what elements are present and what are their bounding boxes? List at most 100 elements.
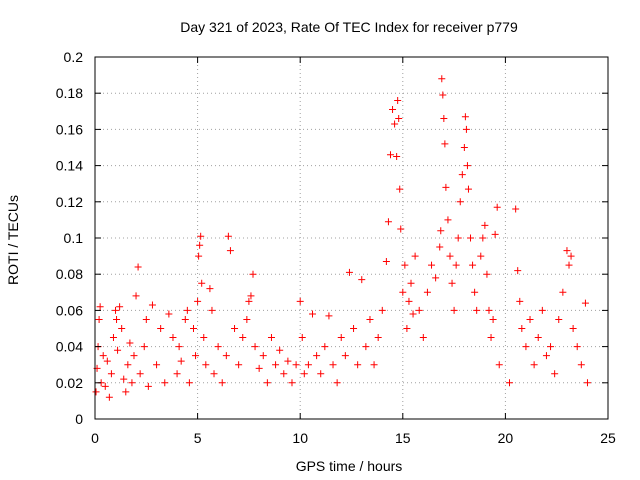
data-point bbox=[296, 297, 304, 305]
data-point bbox=[423, 288, 431, 296]
data-point bbox=[99, 352, 107, 360]
data-point bbox=[245, 297, 253, 305]
x-tick-label: 20 bbox=[498, 430, 514, 446]
data-point bbox=[128, 379, 136, 387]
data-point bbox=[183, 306, 191, 314]
data-point bbox=[103, 357, 111, 365]
data-point bbox=[405, 297, 413, 305]
data-point bbox=[196, 241, 204, 249]
data-point bbox=[473, 306, 481, 314]
data-point bbox=[378, 306, 386, 314]
data-point bbox=[514, 267, 522, 275]
data-point bbox=[555, 315, 563, 323]
data-point bbox=[389, 105, 397, 113]
data-point bbox=[462, 125, 470, 133]
data-point bbox=[407, 279, 415, 287]
data-point bbox=[195, 252, 203, 260]
data-point bbox=[394, 96, 402, 104]
data-point bbox=[113, 315, 121, 323]
data-point bbox=[96, 303, 104, 311]
y-tick-label: 0.02 bbox=[56, 375, 83, 391]
x-axis-label: GPS time / hours bbox=[296, 458, 403, 474]
data-point bbox=[325, 312, 333, 320]
data-point bbox=[419, 334, 427, 342]
x-tick-label: 0 bbox=[91, 430, 99, 446]
data-points bbox=[92, 75, 591, 401]
data-point bbox=[161, 379, 169, 387]
data-point bbox=[354, 361, 362, 369]
data-point bbox=[259, 352, 267, 360]
data-point bbox=[255, 364, 263, 372]
data-point bbox=[489, 315, 497, 323]
data-point bbox=[321, 343, 329, 351]
data-point bbox=[341, 352, 349, 360]
data-point bbox=[522, 343, 530, 351]
data-point bbox=[448, 279, 456, 287]
data-point bbox=[538, 306, 546, 314]
data-point bbox=[350, 325, 358, 332]
data-point bbox=[559, 288, 567, 296]
data-point bbox=[92, 388, 100, 396]
data-point bbox=[450, 306, 458, 314]
data-point bbox=[101, 382, 109, 390]
data-point bbox=[185, 379, 193, 387]
data-point bbox=[148, 301, 156, 309]
data-point bbox=[481, 221, 489, 229]
data-point bbox=[251, 343, 259, 351]
data-point bbox=[202, 361, 210, 369]
data-point bbox=[409, 310, 417, 318]
y-tick-label: 0.2 bbox=[64, 49, 84, 65]
data-point bbox=[263, 379, 271, 387]
data-point bbox=[506, 379, 514, 387]
data-point bbox=[471, 288, 479, 296]
data-point bbox=[569, 325, 577, 332]
data-point bbox=[300, 370, 308, 378]
data-point bbox=[493, 203, 501, 211]
x-tick-label: 15 bbox=[395, 430, 411, 446]
data-point bbox=[441, 140, 449, 148]
data-point bbox=[122, 388, 130, 396]
data-point bbox=[469, 261, 477, 269]
data-point bbox=[198, 279, 206, 287]
data-point bbox=[530, 361, 538, 369]
data-point bbox=[495, 361, 503, 369]
y-tick-label: 0.18 bbox=[56, 85, 83, 101]
y-tick-label: 0 bbox=[75, 411, 83, 427]
data-point bbox=[542, 352, 550, 360]
data-point bbox=[411, 252, 419, 260]
data-point bbox=[210, 370, 218, 378]
data-point bbox=[284, 357, 292, 365]
data-point bbox=[396, 185, 404, 193]
data-point bbox=[345, 268, 353, 276]
data-point bbox=[583, 379, 591, 387]
data-point bbox=[581, 299, 589, 307]
data-point bbox=[438, 75, 446, 83]
data-point bbox=[144, 382, 152, 390]
data-point bbox=[393, 153, 401, 161]
data-point bbox=[247, 292, 255, 300]
data-point bbox=[124, 361, 132, 369]
data-point bbox=[382, 258, 390, 266]
data-point bbox=[386, 151, 394, 159]
data-point bbox=[206, 285, 214, 293]
data-point bbox=[239, 334, 247, 342]
data-point bbox=[565, 261, 573, 269]
data-point bbox=[487, 334, 495, 342]
data-point bbox=[112, 306, 120, 314]
data-point bbox=[516, 297, 524, 305]
data-point bbox=[313, 352, 321, 360]
x-tick-label: 25 bbox=[600, 430, 616, 446]
data-point bbox=[461, 113, 469, 121]
data-point bbox=[337, 334, 345, 342]
data-point bbox=[534, 334, 542, 342]
data-point bbox=[446, 252, 454, 260]
data-point bbox=[165, 310, 173, 318]
data-point bbox=[485, 306, 493, 314]
data-point bbox=[276, 346, 284, 354]
data-point bbox=[280, 370, 288, 378]
data-point bbox=[358, 276, 366, 284]
data-point bbox=[194, 297, 202, 305]
y-axis-label: ROTI / TECUs bbox=[5, 195, 21, 285]
data-point bbox=[384, 218, 392, 226]
